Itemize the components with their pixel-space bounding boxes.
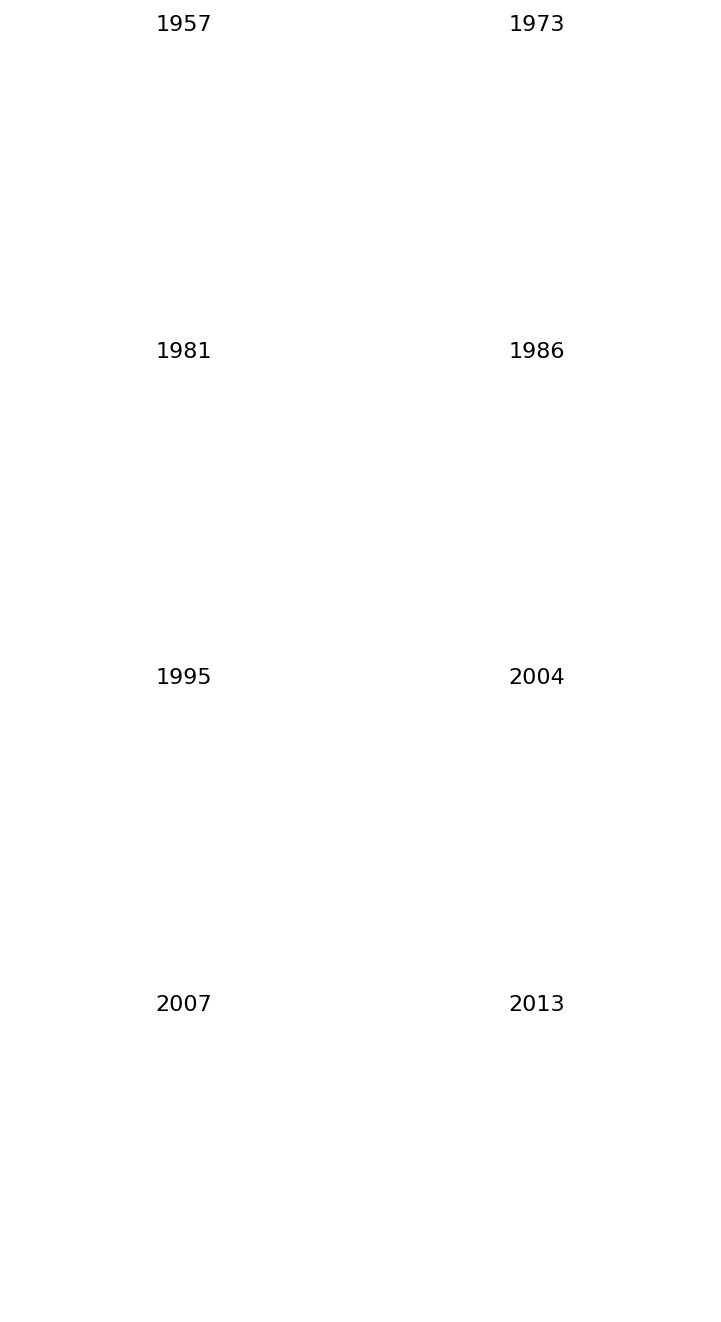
Title: 1995: 1995 [156,669,212,689]
Title: 2013: 2013 [509,995,565,1015]
Title: 1973: 1973 [509,15,565,34]
Title: 1986: 1986 [509,342,565,362]
Title: 2007: 2007 [156,995,213,1015]
Title: 1957: 1957 [156,15,212,34]
Title: 1981: 1981 [156,342,212,362]
Title: 2004: 2004 [508,669,565,689]
